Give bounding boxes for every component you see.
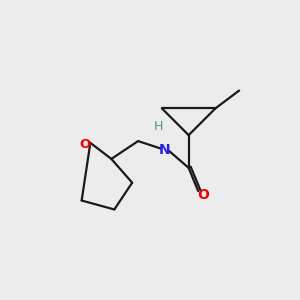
Text: H: H [154,120,164,133]
Text: O: O [79,138,90,151]
Text: O: O [198,188,209,202]
Text: N: N [159,143,171,157]
